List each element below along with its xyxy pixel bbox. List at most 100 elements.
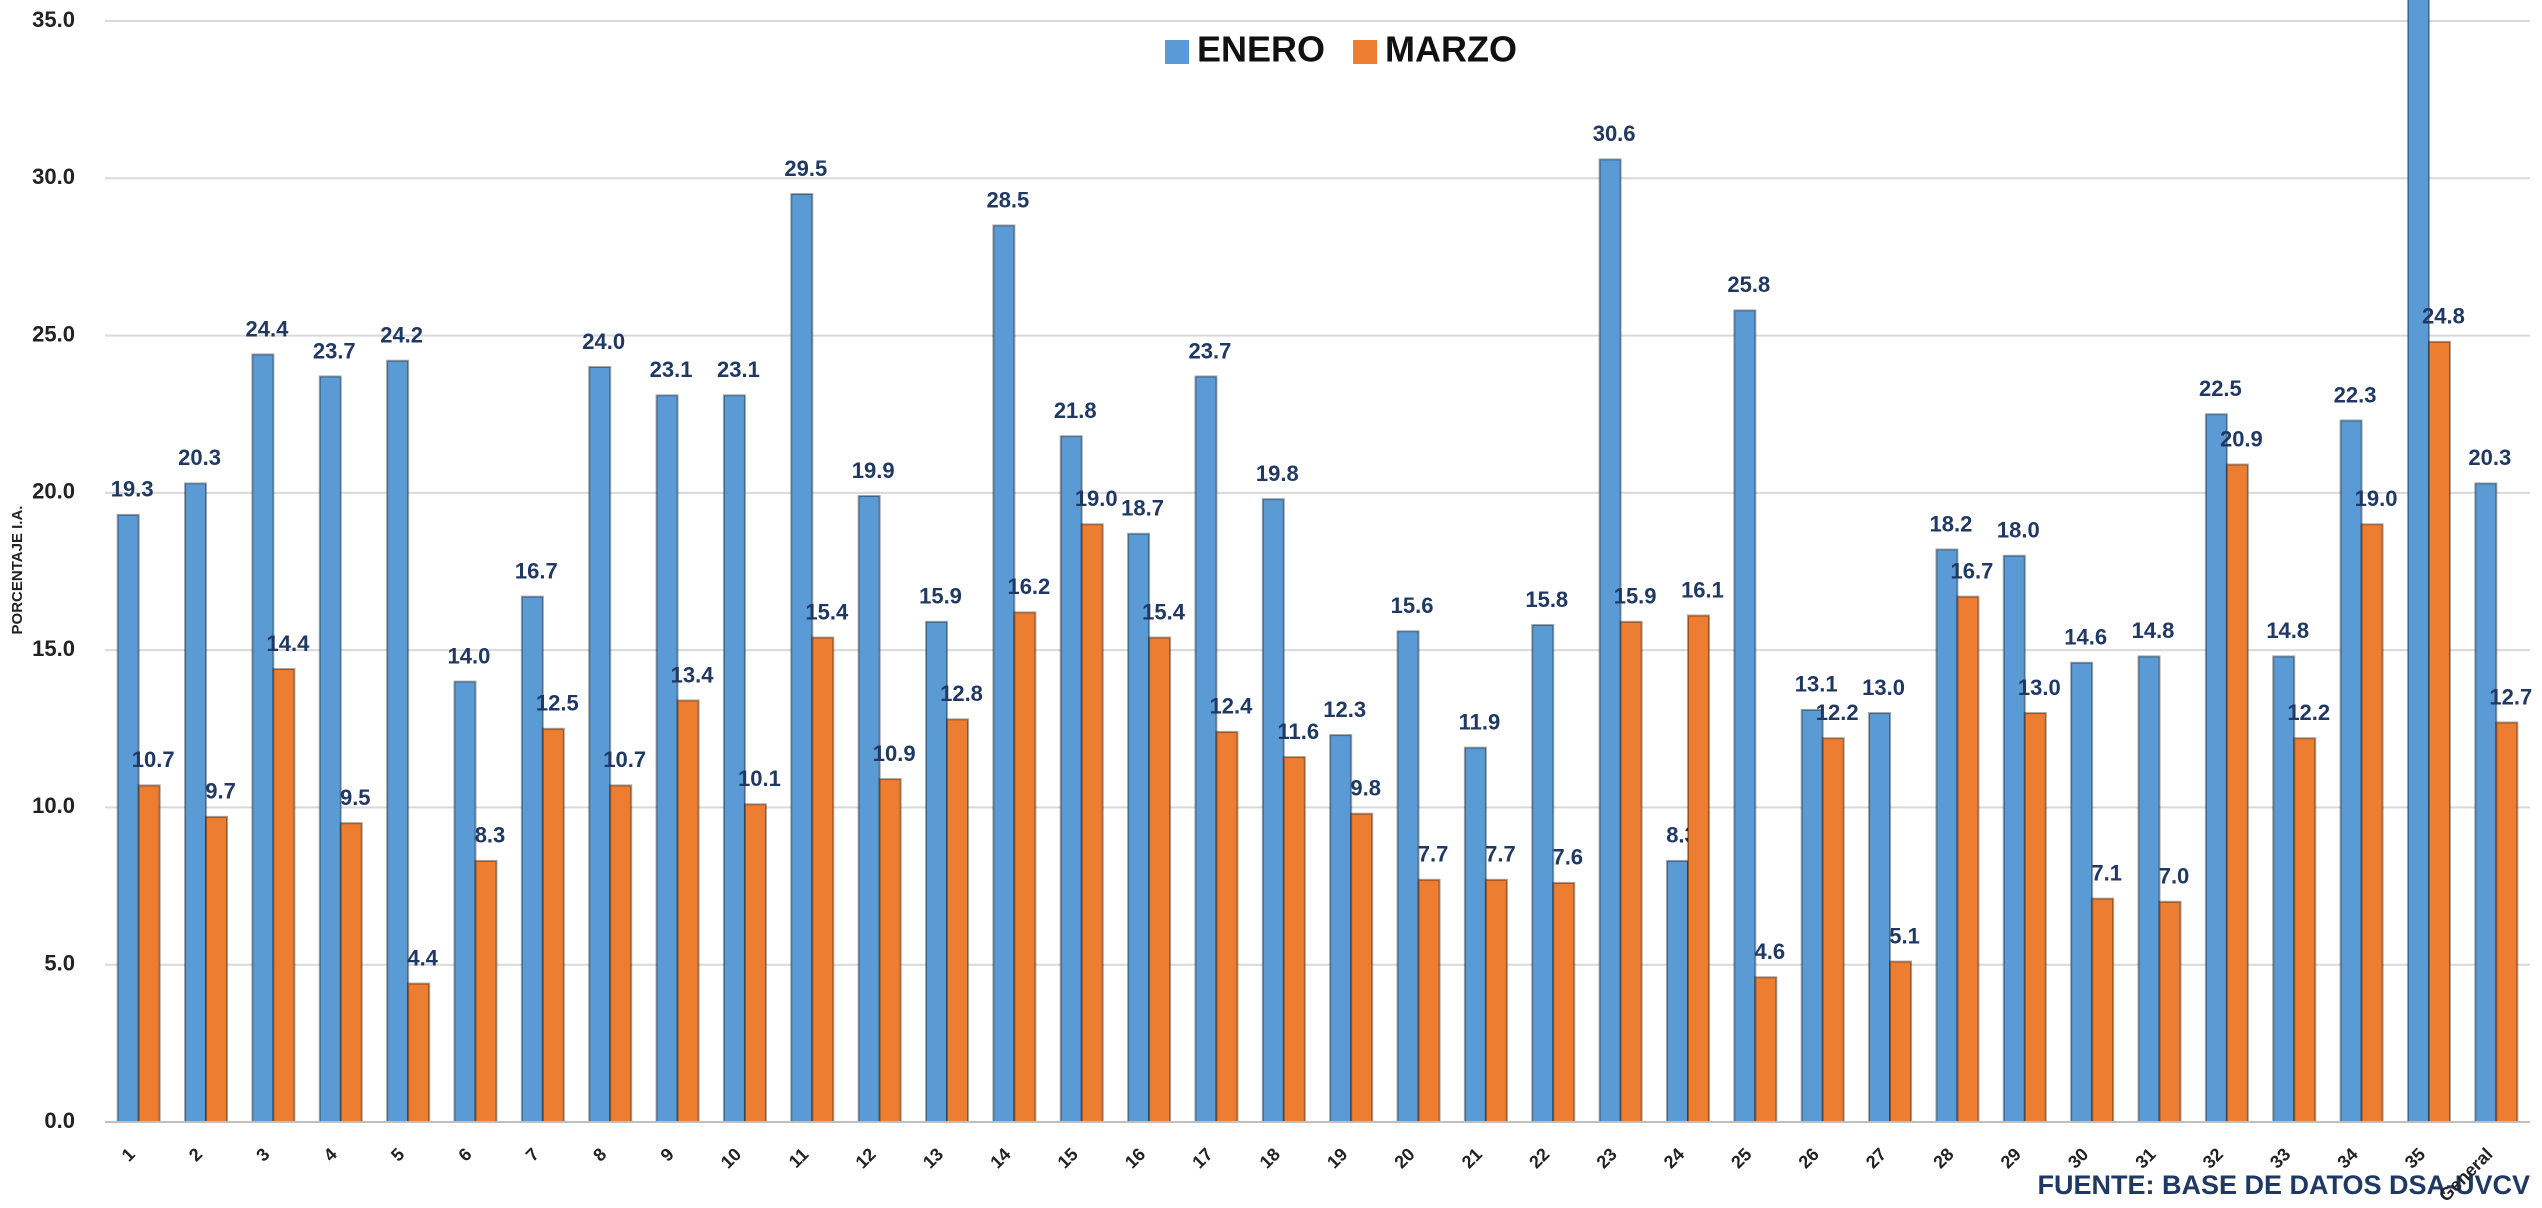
value-label: 12.3 [1323, 697, 1366, 722]
x-tick-label: 3 [252, 1144, 273, 1165]
value-label: 19.0 [1075, 486, 1118, 511]
value-label: 19.0 [2355, 486, 2398, 511]
x-tick-label: 11 [785, 1144, 813, 1172]
x-tick-label: 2 [185, 1144, 206, 1165]
bar [676, 699, 700, 1124]
bar [1148, 636, 1172, 1123]
bar [2023, 712, 2047, 1123]
x-tick-label: 25 [1727, 1144, 1755, 1172]
bar [946, 718, 970, 1123]
bar [609, 784, 633, 1123]
x-tick-label: 8 [589, 1144, 610, 1165]
bar [878, 778, 902, 1123]
value-label: 13.1 [1795, 672, 1838, 697]
x-tick-label: 17 [1188, 1144, 1216, 1172]
bar [2002, 554, 2026, 1123]
legend-label: MARZO [1385, 29, 1517, 70]
bar [722, 394, 746, 1123]
x-tick-label: 33 [2266, 1144, 2294, 1172]
x-tick-label: 15 [1054, 1144, 1082, 1172]
bar [1800, 708, 1824, 1123]
value-label: 28.5 [986, 187, 1029, 212]
bar [1956, 595, 1980, 1123]
value-label: 23.7 [1189, 338, 1232, 363]
legend-label: ENERO [1197, 29, 1325, 70]
legend-swatch [1165, 40, 1189, 64]
bar [1754, 976, 1778, 1123]
bar [2272, 655, 2296, 1123]
value-label: 10.9 [873, 741, 916, 766]
bar [520, 595, 544, 1123]
value-label: 30.6 [1593, 121, 1636, 146]
value-label: 14.6 [2064, 625, 2107, 650]
bar [1080, 523, 1104, 1123]
value-label: 12.4 [1210, 694, 1254, 719]
value-label: 22.5 [2199, 376, 2242, 401]
value-label: 24.4 [245, 316, 289, 341]
x-tick-label: 19 [1323, 1144, 1351, 1172]
value-label: 12.2 [2287, 700, 2330, 725]
bar [1552, 881, 1576, 1123]
bar [2070, 661, 2094, 1123]
x-tick-label: 6 [454, 1144, 475, 1165]
value-label: 16.1 [1681, 577, 1724, 602]
x-tick-label: 26 [1795, 1144, 1823, 1172]
bar [1417, 878, 1441, 1124]
bar [1598, 158, 1622, 1123]
value-label: 21.8 [1054, 398, 1097, 423]
value-label: 14.8 [2132, 618, 2175, 643]
bar [2339, 419, 2363, 1123]
x-tick-label: 22 [1525, 1144, 1553, 1172]
source-note: FUENTE: BASE DE DATOS DSA-UVCV [2037, 1170, 2530, 1200]
x-tick-label: 29 [1997, 1144, 2025, 1172]
bar [2406, 0, 2430, 1123]
value-label: 24.0 [582, 329, 625, 354]
x-tick-label: 35 [2401, 1144, 2429, 1172]
bar [1889, 960, 1913, 1123]
y-axis-label: PORCENTAJE I.A. [9, 506, 26, 635]
x-tick-label: 18 [1256, 1144, 1284, 1172]
x-tick-label: 20 [1390, 1144, 1418, 1172]
x-tick-label: 7 [522, 1144, 543, 1165]
value-label: 7.1 [2091, 860, 2122, 885]
value-label: 19.9 [852, 458, 895, 483]
x-tick-label: 23 [1593, 1144, 1621, 1172]
bar [474, 859, 498, 1123]
x-tick-label: 12 [852, 1144, 880, 1172]
bar [1686, 614, 1710, 1123]
value-label: 20.3 [2468, 445, 2511, 470]
y-tick-label: 15.0 [32, 636, 75, 661]
bar [588, 366, 612, 1123]
bar [184, 482, 208, 1124]
value-label: 14.0 [448, 643, 491, 668]
x-tick-label: 13 [919, 1144, 947, 1172]
value-label: 16.7 [1951, 558, 1994, 583]
bar [1619, 620, 1643, 1123]
bar [1868, 712, 1892, 1123]
value-label: 22.3 [2334, 382, 2377, 407]
x-tick-label: 5 [387, 1144, 408, 1165]
bar [318, 375, 342, 1124]
bar [1821, 737, 1845, 1123]
x-tick-label: 16 [1121, 1144, 1149, 1172]
value-label: 11.9 [1459, 709, 1501, 734]
bar [137, 784, 161, 1123]
x-tick-label: 24 [1660, 1144, 1688, 1172]
bar [1396, 630, 1420, 1123]
bar [2225, 463, 2249, 1123]
value-label: 18.0 [1997, 518, 2040, 543]
value-label: 19.8 [1256, 461, 1299, 486]
value-label: 13.0 [2018, 675, 2061, 700]
value-label: 14.4 [266, 631, 310, 656]
bar [1733, 309, 1757, 1123]
value-label: 15.6 [1391, 593, 1434, 618]
bar [1463, 746, 1487, 1123]
y-tick-label: 20.0 [32, 479, 75, 504]
bar [1059, 435, 1083, 1123]
value-label: 7.0 [2159, 864, 2190, 889]
bar [453, 680, 477, 1123]
y-tick-label: 30.0 [32, 164, 75, 189]
value-label: 11.6 [1278, 719, 1320, 744]
x-tick-label: 21 [1458, 1144, 1486, 1172]
